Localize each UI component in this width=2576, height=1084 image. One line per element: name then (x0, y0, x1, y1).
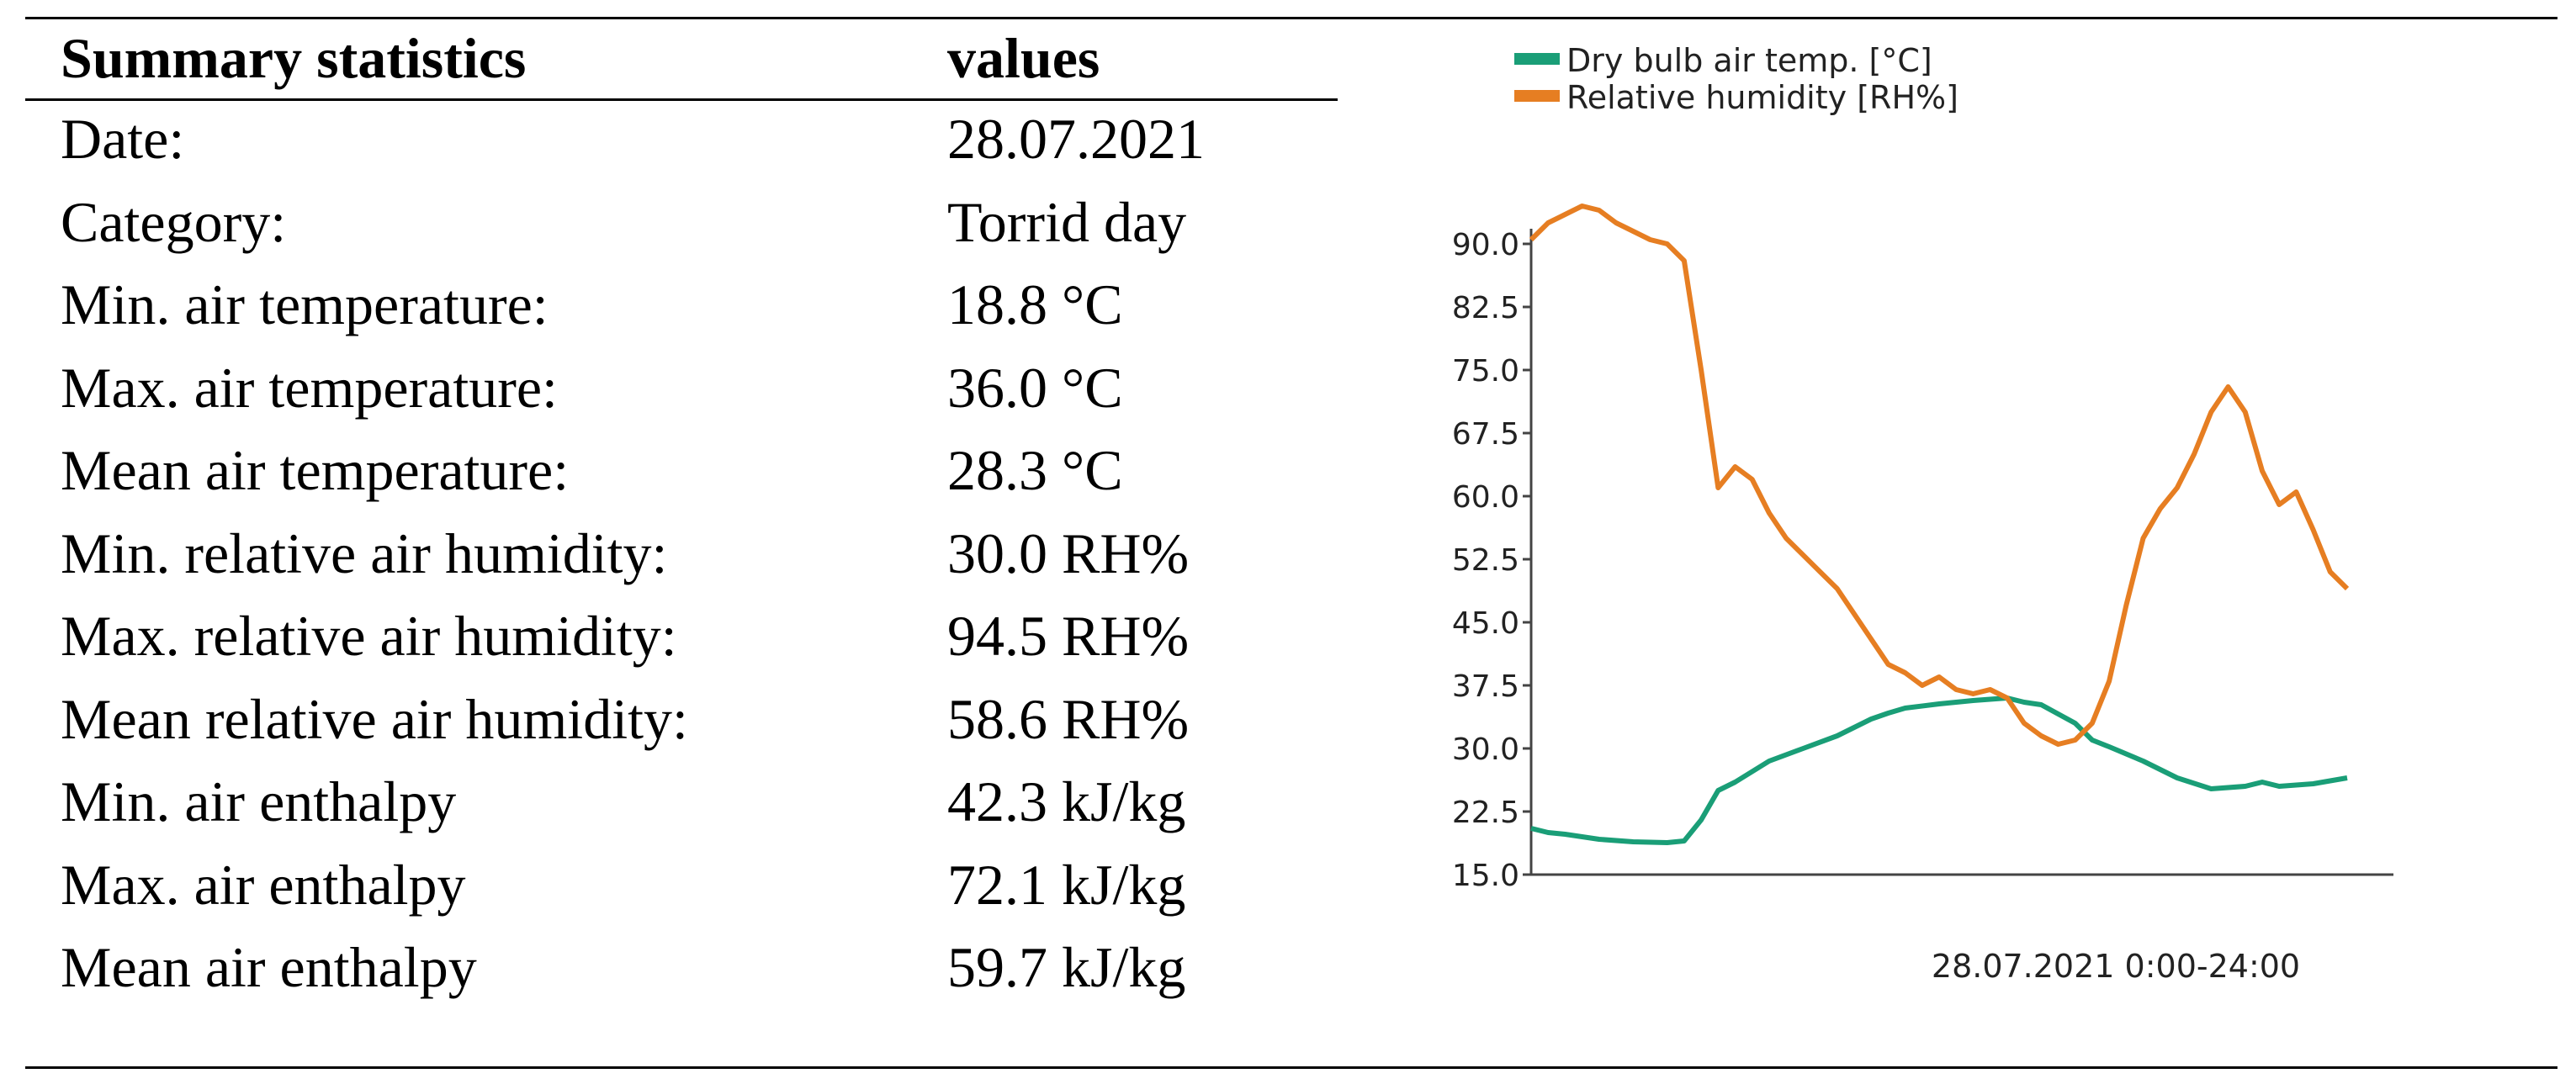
table-row: Mean relative air humidity: 58.6 RH% (29, 679, 1341, 763)
table-top-rule (25, 17, 2557, 19)
row-value: 30.0 RH% (947, 521, 1190, 585)
row-label: Min. air enthalpy (61, 769, 457, 833)
row-label: Category: (61, 189, 287, 254)
y-tick-label: 37.5 (1452, 669, 1519, 704)
row-label: Min. relative air humidity: (61, 521, 668, 585)
table-row: Min. air enthalpy 42.3 kJ/kg (29, 762, 1341, 845)
table-header-row: Summary statistics values (29, 19, 1341, 99)
row-value: Torrid day (947, 189, 1187, 254)
x-axis-label: 28.07.2021 0:00-24:00 (1932, 948, 2300, 985)
legend-entry-label: Relative humidity [RH%] (1566, 79, 1959, 116)
y-tick-label: 52.5 (1452, 543, 1519, 578)
row-value: 59.7 kJ/kg (947, 935, 1186, 999)
series-line-1 (1529, 204, 2350, 747)
row-label: Min. air temperature: (61, 272, 549, 336)
y-tick-label: 45.0 (1452, 606, 1519, 641)
series-line-0 (1530, 695, 2348, 845)
row-value: 94.5 RH% (947, 604, 1190, 668)
y-tick-label: 67.5 (1452, 417, 1519, 452)
y-tick-label: 15.0 (1452, 859, 1519, 893)
row-label: Max. air enthalpy (61, 852, 466, 917)
row-value: 36.0 °C (947, 355, 1123, 420)
row-label: Max. air temperature: (61, 355, 558, 420)
table-body: Date: 28.07.2021 Category: Torrid day Min. a… (29, 99, 1341, 1011)
row-label: Date: (61, 107, 185, 171)
chart-axes: 15.0 22.5 30.0 37.5 45.0 52.5 60.0 67.5 75.0 82.5… (1452, 228, 2393, 893)
y-tick-label: 30.0 (1452, 732, 1519, 767)
row-value: 72.1 kJ/kg (947, 852, 1186, 917)
table-row: Max. air enthalpy 72.1 kJ/kg (29, 845, 1341, 928)
row-value: 28.07.2021 (947, 107, 1205, 171)
legend-swatch (1514, 90, 1560, 102)
table-row: Category: Torrid day (29, 182, 1341, 266)
y-tick-label: 90.0 (1452, 228, 1519, 262)
row-value: 42.3 kJ/kg (947, 769, 1186, 833)
table-row: Min. relative air humidity: 30.0 RH% (29, 514, 1341, 597)
legend-entry-label: Dry bulb air temp. [°C] (1566, 42, 1932, 79)
legend-swatch (1514, 53, 1560, 65)
row-label: Mean air enthalpy (61, 935, 477, 999)
row-label: Mean air temperature: (61, 438, 570, 502)
y-tick-label: 82.5 (1452, 291, 1519, 325)
chart-series (1529, 204, 2350, 845)
table-row: Mean air enthalpy 59.7 kJ/kg (29, 928, 1341, 1011)
table-row: Max. air temperature: 36.0 °C (29, 348, 1341, 431)
y-tick-label: 60.0 (1452, 480, 1519, 515)
y-tick-label: 75.0 (1452, 354, 1519, 389)
summary-statistics-table: Summary statistics values Date: 28.07.202… (29, 19, 1341, 1011)
header-values: values (947, 26, 1100, 90)
header-underline-rule (25, 98, 1338, 101)
row-label: Max. relative air humidity: (61, 604, 677, 668)
y-tick-label: 22.5 (1452, 796, 1519, 830)
row-label: Mean relative air humidity: (61, 686, 688, 751)
table-row: Date: 28.07.2021 (29, 99, 1341, 182)
row-value: 18.8 °C (947, 272, 1123, 336)
header-summary-statistics: Summary statistics (61, 26, 527, 90)
chart-legend: Dry bulb air temp. [°C]Relative humidity… (1514, 42, 1959, 116)
row-value: 58.6 RH% (947, 686, 1190, 751)
table-bottom-rule (25, 1066, 2557, 1069)
row-value: 28.3 °C (947, 438, 1123, 502)
table-row: Mean air temperature: 28.3 °C (29, 431, 1341, 514)
table-row: Max. relative air humidity: 94.5 RH% (29, 596, 1341, 679)
humidity-temperature-line-chart: Dry bulb air temp. [°C]Relative humidity… (1452, 42, 2393, 985)
table-row: Min. air temperature: 18.8 °C (29, 265, 1341, 348)
